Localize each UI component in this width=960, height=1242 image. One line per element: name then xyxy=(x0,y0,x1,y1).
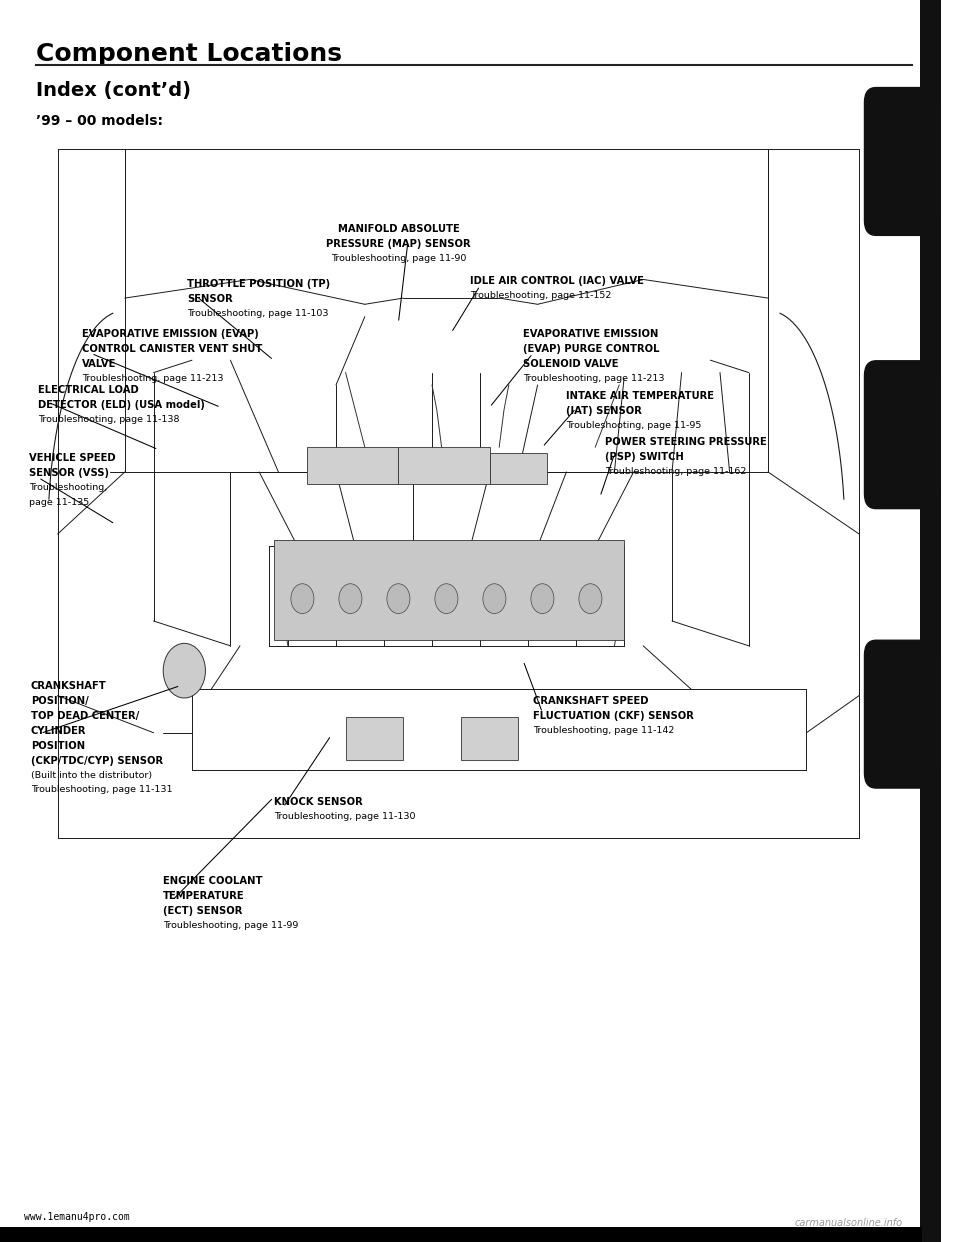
Text: IDLE AIR CONTROL (IAC) VALVE: IDLE AIR CONTROL (IAC) VALVE xyxy=(470,276,644,286)
Circle shape xyxy=(435,584,458,614)
Text: Troubleshooting, page 11-130: Troubleshooting, page 11-130 xyxy=(274,812,415,821)
Text: (ECT) SENSOR: (ECT) SENSOR xyxy=(163,905,243,915)
Bar xyxy=(274,540,624,640)
Bar xyxy=(56,143,862,838)
Circle shape xyxy=(291,584,314,614)
Text: Troubleshooting, page 11-152: Troubleshooting, page 11-152 xyxy=(470,291,612,299)
Text: Troubleshooting, page 11-213: Troubleshooting, page 11-213 xyxy=(82,374,223,383)
Text: Component Locations: Component Locations xyxy=(36,42,343,66)
Text: SENSOR: SENSOR xyxy=(187,294,233,304)
Text: TOP DEAD CENTER/: TOP DEAD CENTER/ xyxy=(31,710,139,720)
Text: POWER STEERING PRESSURE: POWER STEERING PRESSURE xyxy=(605,437,766,447)
FancyBboxPatch shape xyxy=(864,360,940,509)
FancyBboxPatch shape xyxy=(864,641,940,789)
Text: SOLENOID VALVE: SOLENOID VALVE xyxy=(523,359,618,369)
Text: page 11-135: page 11-135 xyxy=(29,498,89,507)
Text: (CKP/TDC/CYP) SENSOR: (CKP/TDC/CYP) SENSOR xyxy=(31,755,163,765)
Bar xyxy=(920,0,941,1242)
Text: CRANKSHAFT SPEED: CRANKSHAFT SPEED xyxy=(533,696,648,705)
Circle shape xyxy=(339,584,362,614)
Text: ELECTRICAL LOAD: ELECTRICAL LOAD xyxy=(38,385,139,395)
Bar xyxy=(307,447,398,484)
Text: ’99 – 00 models:: ’99 – 00 models: xyxy=(36,114,163,128)
Text: DETECTOR (ELD) (USA model): DETECTOR (ELD) (USA model) xyxy=(38,400,205,410)
Text: FLUCTUATION (CKF) SENSOR: FLUCTUATION (CKF) SENSOR xyxy=(533,710,694,720)
Text: POSITION/: POSITION/ xyxy=(31,696,88,705)
Text: www.1emanu4pro.com: www.1emanu4pro.com xyxy=(24,1212,130,1222)
Text: (IAT) SENSOR: (IAT) SENSOR xyxy=(566,406,642,416)
Text: TEMPERATURE: TEMPERATURE xyxy=(163,891,245,900)
Text: Troubleshooting, page 11-103: Troubleshooting, page 11-103 xyxy=(187,309,328,318)
Text: (EVAP) PURGE CONTROL: (EVAP) PURGE CONTROL xyxy=(523,344,660,354)
Text: Index (cont’d): Index (cont’d) xyxy=(36,81,191,99)
Text: THROTTLE POSITION (TP): THROTTLE POSITION (TP) xyxy=(187,279,330,289)
Circle shape xyxy=(531,584,554,614)
Text: SENSOR (VSS): SENSOR (VSS) xyxy=(29,468,108,478)
Text: CONTROL CANISTER VENT SHUT: CONTROL CANISTER VENT SHUT xyxy=(82,344,262,354)
Text: Troubleshooting, page 11-138: Troubleshooting, page 11-138 xyxy=(38,415,180,424)
Bar xyxy=(490,453,547,484)
Text: (PSP) SWITCH: (PSP) SWITCH xyxy=(605,452,684,462)
Text: CRANKSHAFT: CRANKSHAFT xyxy=(31,681,107,691)
Text: Troubleshooting, page 11-90: Troubleshooting, page 11-90 xyxy=(330,253,467,262)
Circle shape xyxy=(483,584,506,614)
Bar xyxy=(398,447,490,484)
Text: Troubleshooting, page 11-162: Troubleshooting, page 11-162 xyxy=(605,467,746,476)
Text: PRESSURE (MAP) SENSOR: PRESSURE (MAP) SENSOR xyxy=(326,238,470,248)
Circle shape xyxy=(163,643,205,698)
Text: VEHICLE SPEED: VEHICLE SPEED xyxy=(29,453,115,463)
Text: EVAPORATIVE EMISSION (EVAP): EVAPORATIVE EMISSION (EVAP) xyxy=(82,329,258,339)
Text: EVAPORATIVE EMISSION: EVAPORATIVE EMISSION xyxy=(523,329,659,339)
Circle shape xyxy=(579,584,602,614)
Text: MANIFOLD ABSOLUTE: MANIFOLD ABSOLUTE xyxy=(338,224,459,233)
Text: Troubleshooting,: Troubleshooting, xyxy=(29,483,108,492)
Text: Troubleshooting, page 11-95: Troubleshooting, page 11-95 xyxy=(566,421,702,430)
Text: Troubleshooting, page 11-131: Troubleshooting, page 11-131 xyxy=(31,785,172,794)
Text: INTAKE AIR TEMPERATURE: INTAKE AIR TEMPERATURE xyxy=(566,391,714,401)
Text: VALVE: VALVE xyxy=(82,359,116,369)
Text: KNOCK SENSOR: KNOCK SENSOR xyxy=(274,797,362,807)
Text: ENGINE COOLANT: ENGINE COOLANT xyxy=(163,876,263,886)
Text: (Built into the distributor): (Built into the distributor) xyxy=(31,770,152,780)
Bar xyxy=(461,717,518,760)
Text: carmanualsonline.info: carmanualsonline.info xyxy=(794,1218,902,1228)
Text: Troubleshooting, page 11-99: Troubleshooting, page 11-99 xyxy=(163,920,299,929)
Text: CYLINDER: CYLINDER xyxy=(31,725,86,735)
Text: POSITION: POSITION xyxy=(31,740,84,750)
Circle shape xyxy=(387,584,410,614)
Bar xyxy=(346,717,403,760)
Text: Troubleshooting, page 11-142: Troubleshooting, page 11-142 xyxy=(533,725,674,734)
FancyBboxPatch shape xyxy=(864,87,940,236)
Text: Troubleshooting, page 11-213: Troubleshooting, page 11-213 xyxy=(523,374,664,383)
Bar xyxy=(0,1227,922,1242)
